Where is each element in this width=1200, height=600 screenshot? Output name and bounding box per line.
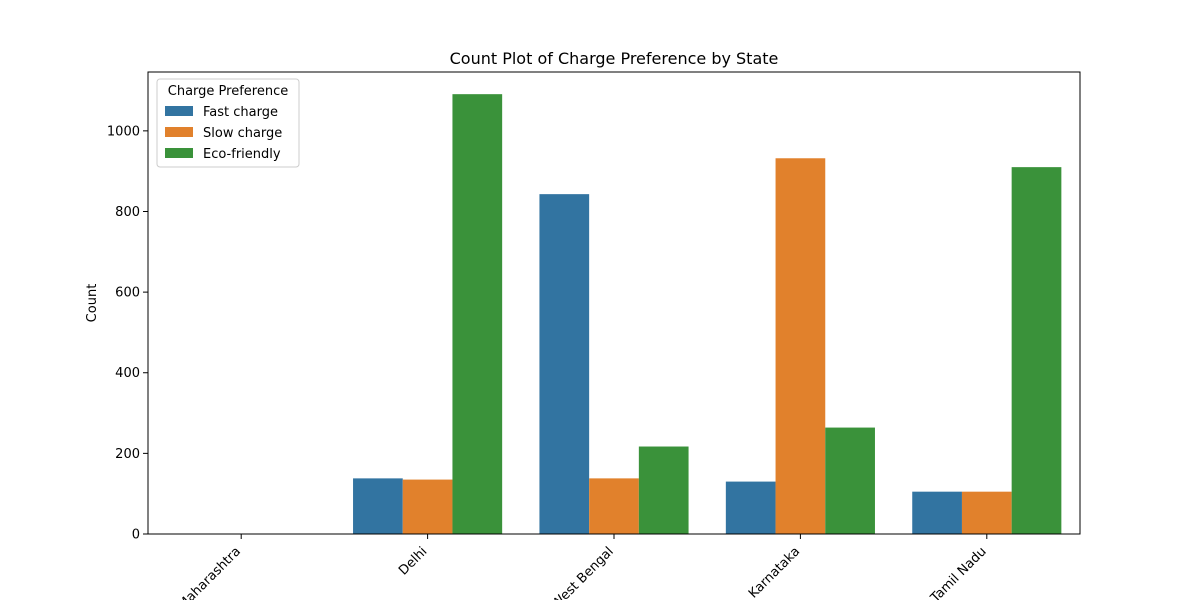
y-tick-label-0: 0	[132, 528, 140, 543]
legend-label-0: Fast charge	[203, 105, 278, 120]
x-tick-label-1: Delhi	[396, 544, 430, 578]
bar-1-3	[775, 158, 826, 534]
legend-label-1: Slow charge	[203, 126, 282, 141]
bar-2-3	[825, 427, 875, 534]
legend-title: Charge Preference	[168, 84, 288, 99]
x-tick-label-0: Maharashtra	[175, 544, 244, 600]
bar-2-1	[452, 94, 503, 535]
legend-swatch-1	[165, 127, 193, 137]
bars	[353, 94, 1062, 535]
x-axis-ticks: Maharashtra Delhi West Bengal Karnataka Tami…	[175, 534, 990, 600]
plot-frame	[147, 71, 1081, 535]
bar-0-4	[912, 491, 962, 534]
legend-swatch-0	[165, 106, 193, 116]
bar-2-2	[638, 446, 689, 534]
legend-box	[156, 78, 300, 168]
bar-2-4	[1011, 167, 1062, 534]
x-tick-label-3: Karnataka	[746, 544, 803, 600]
y-tick-label-4: 800	[115, 205, 140, 220]
y-axis-ticks: 0 200 400 600 800 1000	[107, 124, 148, 543]
y-tick-label-3: 600	[115, 286, 140, 301]
bar-1-4	[961, 491, 1012, 534]
legend-label-2: Eco-friendly	[203, 147, 281, 162]
bar-0-2	[539, 194, 590, 534]
legend: Charge Preference Fast charge Slow charge E…	[156, 78, 300, 168]
bar-1-1	[402, 479, 453, 534]
x-tick-label-4: Tamil Nadu	[927, 544, 989, 600]
y-tick-label-5: 1000	[107, 124, 140, 139]
x-tick-label-2: West Bengal	[549, 544, 617, 600]
legend-swatch-2	[165, 148, 193, 158]
y-tick-label-1: 200	[115, 447, 140, 462]
y-axis-label: Count	[85, 284, 100, 323]
bar-0-3	[725, 481, 776, 534]
chart-title: Count Plot of Charge Preference by State	[450, 49, 779, 68]
bar-0-1	[353, 478, 403, 534]
bar-1-2	[589, 478, 639, 534]
y-tick-label-2: 400	[115, 366, 140, 381]
